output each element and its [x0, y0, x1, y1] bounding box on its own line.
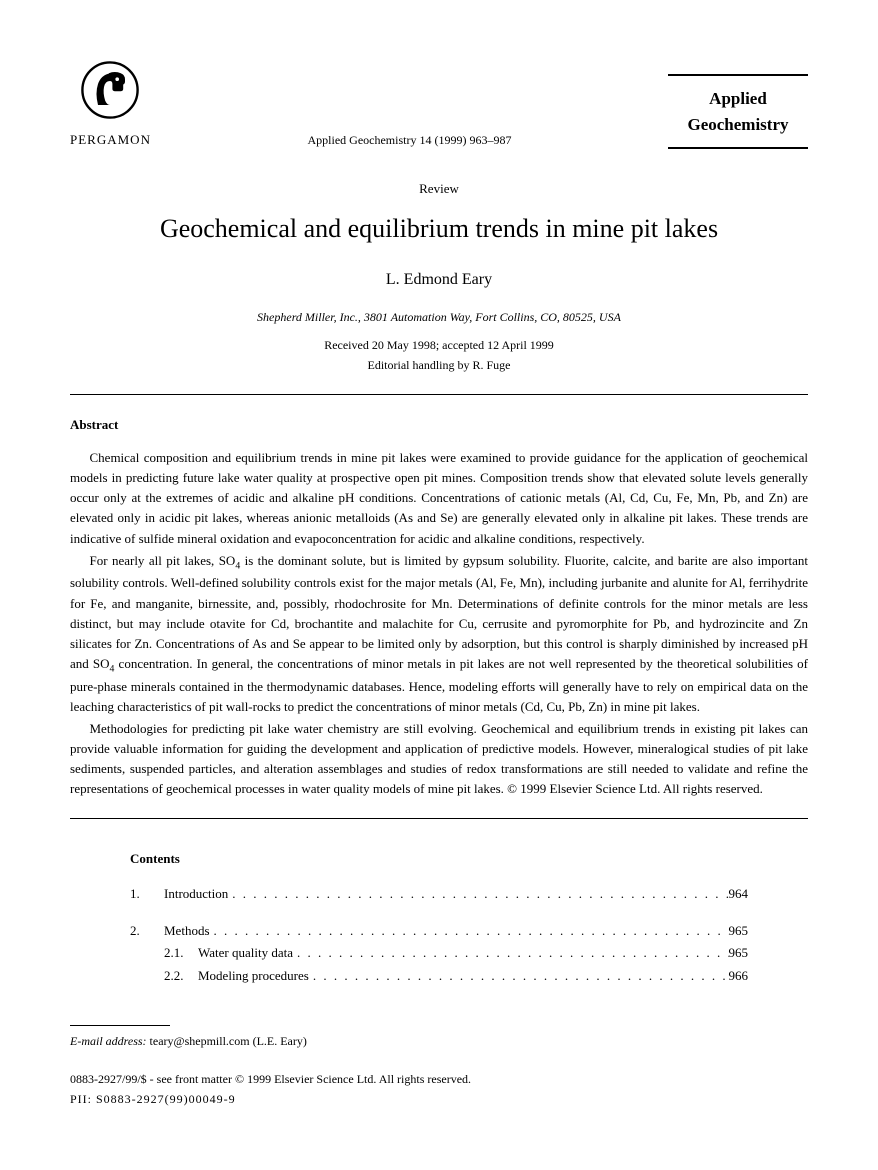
abstract-text: For nearly all pit lakes, SO	[90, 553, 236, 568]
article-type: Review	[70, 179, 808, 199]
article-title: Geochemical and equilibrium trends in mi…	[70, 209, 808, 248]
toc-label: Methods	[164, 921, 210, 941]
toc-dots	[309, 966, 729, 986]
toc-dots	[293, 943, 729, 963]
pergamon-logo-icon	[80, 60, 140, 120]
abstract-text: is the dominant solute, but is limited b…	[70, 553, 808, 671]
toc-page-number: 964	[729, 884, 749, 904]
copyright-line: 0883-2927/99/$ - see front matter © 1999…	[70, 1070, 808, 1088]
editorial-handling: Editorial handling by R. Fuge	[70, 356, 808, 374]
toc-number: 1.	[130, 884, 164, 904]
publisher-block: PERGAMON	[70, 60, 151, 149]
toc-label: Water quality data	[198, 943, 293, 963]
toc-number: 2.1.	[164, 943, 198, 963]
toc-page-number: 966	[729, 966, 749, 986]
divider	[70, 818, 808, 819]
divider	[70, 394, 808, 395]
abstract-paragraph: Methodologies for predicting pit lake wa…	[70, 719, 808, 800]
citation-line: Applied Geochemistry 14 (1999) 963–987	[151, 83, 668, 149]
contents-heading: Contents	[130, 849, 748, 869]
toc-number: 2.	[130, 921, 164, 941]
email-address: teary@shepmill.com (L.E. Eary)	[150, 1034, 307, 1048]
abstract-text: concentration. In general, the concentra…	[70, 656, 808, 714]
email-label: E-mail address:	[70, 1034, 147, 1048]
toc-sub-item: 2.2. Modeling procedures 966	[130, 966, 748, 986]
article-dates: Received 20 May 1998; accepted 12 April …	[70, 336, 808, 354]
journal-name-line2: Geochemistry	[676, 112, 800, 138]
toc-number: 2.2.	[164, 966, 198, 986]
toc-sub-item: 2.1. Water quality data 965	[130, 943, 748, 963]
toc-dots	[210, 921, 729, 941]
page-header: PERGAMON Applied Geochemistry 14 (1999) …	[70, 60, 808, 149]
toc-item: 2. Methods 965	[130, 921, 748, 941]
abstract-heading: Abstract	[70, 415, 808, 435]
journal-name-line1: Applied	[676, 86, 800, 112]
toc-item: 1. Introduction 964	[130, 884, 748, 904]
publisher-name: PERGAMON	[70, 130, 151, 150]
footnote-email: E-mail address: teary@shepmill.com (L.E.…	[70, 1032, 808, 1050]
author-affiliation: Shepherd Miller, Inc., 3801 Automation W…	[70, 308, 808, 326]
table-of-contents: Contents 1. Introduction 964 2. Methods …	[130, 849, 748, 986]
author-name: L. Edmond Eary	[70, 268, 808, 292]
toc-page-number: 965	[729, 943, 749, 963]
toc-dots	[228, 884, 728, 904]
abstract-paragraph: For nearly all pit lakes, SO4 is the dom…	[70, 551, 808, 717]
toc-page-number: 965	[729, 921, 749, 941]
toc-label: Introduction	[164, 884, 228, 904]
abstract-paragraph: Chemical composition and equilibrium tre…	[70, 448, 808, 549]
pii-line: PII: S0883-2927(99)00049-9	[70, 1090, 808, 1108]
toc-label: Modeling procedures	[198, 966, 309, 986]
footnote-divider	[70, 1025, 170, 1026]
journal-title-box: Applied Geochemistry	[668, 74, 808, 149]
